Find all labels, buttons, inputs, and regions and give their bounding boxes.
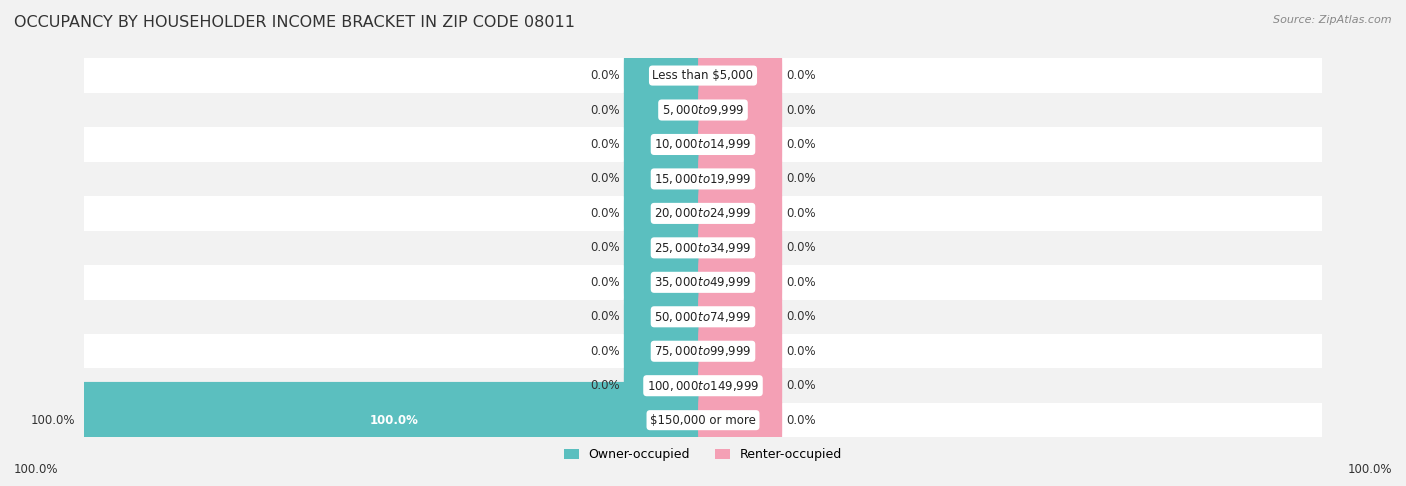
Text: 0.0%: 0.0% [786,242,815,254]
FancyBboxPatch shape [624,140,709,217]
FancyBboxPatch shape [697,175,782,252]
FancyBboxPatch shape [624,37,709,114]
Text: 0.0%: 0.0% [591,173,620,186]
Text: 0.0%: 0.0% [786,379,815,392]
Bar [84,265,1322,299]
Text: 0.0%: 0.0% [591,207,620,220]
FancyBboxPatch shape [624,278,709,355]
FancyBboxPatch shape [624,209,709,286]
Text: 0.0%: 0.0% [786,69,815,82]
Text: 100.0%: 100.0% [14,463,59,476]
Text: 0.0%: 0.0% [591,276,620,289]
Text: 0.0%: 0.0% [786,414,815,427]
Bar [84,299,1322,334]
Text: 0.0%: 0.0% [591,69,620,82]
Bar [84,403,1322,437]
FancyBboxPatch shape [697,313,782,389]
FancyBboxPatch shape [697,37,782,114]
Text: $10,000 to $14,999: $10,000 to $14,999 [654,138,752,152]
Text: $20,000 to $24,999: $20,000 to $24,999 [654,207,752,220]
Text: Source: ZipAtlas.com: Source: ZipAtlas.com [1274,15,1392,25]
Text: $75,000 to $99,999: $75,000 to $99,999 [654,344,752,358]
Text: Less than $5,000: Less than $5,000 [652,69,754,82]
Text: 0.0%: 0.0% [591,345,620,358]
Text: 0.0%: 0.0% [786,276,815,289]
FancyBboxPatch shape [697,106,782,183]
Text: 100.0%: 100.0% [370,414,418,427]
FancyBboxPatch shape [697,382,782,458]
FancyBboxPatch shape [697,140,782,217]
Text: $5,000 to $9,999: $5,000 to $9,999 [662,103,744,117]
Bar [84,93,1322,127]
FancyBboxPatch shape [624,175,709,252]
Text: 0.0%: 0.0% [786,207,815,220]
Bar [84,368,1322,403]
Text: 100.0%: 100.0% [31,414,75,427]
Legend: Owner-occupied, Renter-occupied: Owner-occupied, Renter-occupied [564,449,842,462]
FancyBboxPatch shape [697,278,782,355]
Bar [84,127,1322,162]
Text: $50,000 to $74,999: $50,000 to $74,999 [654,310,752,324]
Text: 0.0%: 0.0% [786,138,815,151]
Bar [84,231,1322,265]
Text: 0.0%: 0.0% [786,345,815,358]
Bar [84,162,1322,196]
Bar [84,58,1322,93]
Text: 0.0%: 0.0% [786,173,815,186]
FancyBboxPatch shape [697,347,782,424]
Text: 0.0%: 0.0% [786,310,815,323]
Text: 0.0%: 0.0% [591,379,620,392]
Text: 0.0%: 0.0% [591,138,620,151]
FancyBboxPatch shape [79,382,709,458]
Text: $150,000 or more: $150,000 or more [650,414,756,427]
Bar [84,196,1322,231]
Text: 0.0%: 0.0% [591,242,620,254]
Bar [84,334,1322,368]
Text: 0.0%: 0.0% [786,104,815,117]
FancyBboxPatch shape [624,106,709,183]
FancyBboxPatch shape [697,72,782,148]
FancyBboxPatch shape [697,209,782,286]
Text: 0.0%: 0.0% [591,104,620,117]
FancyBboxPatch shape [624,313,709,389]
FancyBboxPatch shape [697,244,782,321]
Text: OCCUPANCY BY HOUSEHOLDER INCOME BRACKET IN ZIP CODE 08011: OCCUPANCY BY HOUSEHOLDER INCOME BRACKET … [14,15,575,30]
Text: 0.0%: 0.0% [591,310,620,323]
FancyBboxPatch shape [624,72,709,148]
FancyBboxPatch shape [624,244,709,321]
Text: 100.0%: 100.0% [1347,463,1392,476]
Text: $25,000 to $34,999: $25,000 to $34,999 [654,241,752,255]
FancyBboxPatch shape [624,347,709,424]
Text: $100,000 to $149,999: $100,000 to $149,999 [647,379,759,393]
Text: $15,000 to $19,999: $15,000 to $19,999 [654,172,752,186]
Text: $35,000 to $49,999: $35,000 to $49,999 [654,276,752,289]
